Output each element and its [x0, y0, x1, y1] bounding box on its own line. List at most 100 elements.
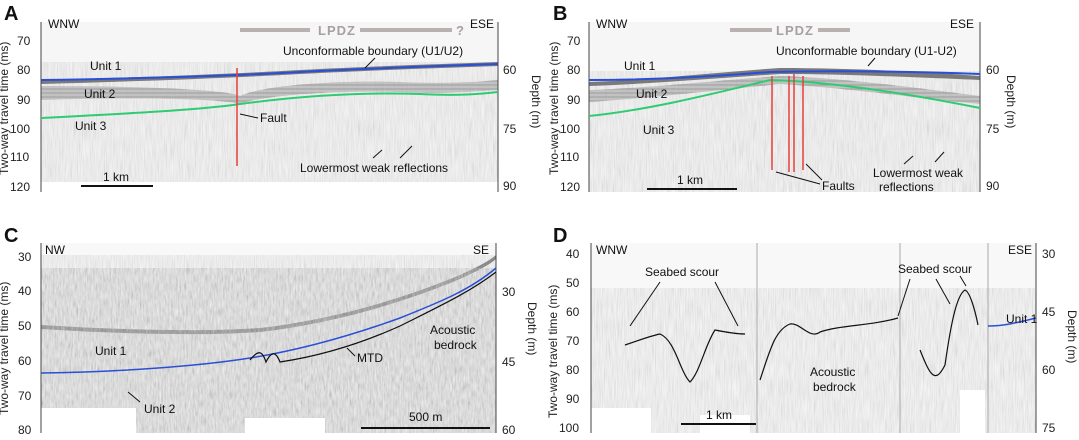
panel-d-right-dir: ESE — [1008, 243, 1032, 257]
panel-d-scour-1-arrow-b — [714, 281, 739, 327]
panel-d-scale-bar: 1 km — [706, 408, 732, 422]
panel-c-tick: 30 — [18, 250, 32, 264]
panel-d-reflector-3 — [919, 289, 979, 377]
panel-c-right-dir: SE — [473, 243, 489, 257]
panel-d-left-ticks: 40 50 60 70 80 90 100 — [559, 247, 580, 435]
panel-d-tick: 30 — [1042, 247, 1056, 261]
panel-a-tick: 90 — [17, 93, 31, 107]
panel-c-right-ticks: 30 45 60 — [502, 285, 516, 437]
panel-a-tick: 110 — [10, 150, 29, 164]
panel-b-tick: 90 — [986, 179, 1000, 193]
panel-a-tick: 70 — [17, 34, 31, 48]
panel-c-mtd: MTD — [357, 351, 383, 365]
panel-b-left-axis-title: Two-way travel time (ms) — [547, 42, 561, 175]
panel-c-unit2-body — [41, 268, 496, 433]
panel-a: A LPDZ ? WNW ESE Unit 1 Unit 2 Unit 3 Un… — [0, 3, 543, 194]
panel-b-tick: 60 — [986, 63, 1000, 77]
panel-b-tick: 120 — [560, 180, 580, 194]
panel-c: C NW SE Unit 1 Unit 2 MTD Acoustic bedro… — [0, 225, 539, 437]
panel-b-faults-arrow-1 — [775, 171, 821, 185]
panel-a-right-ticks: 60 75 90 — [503, 63, 517, 193]
panel-d-reflector-2 — [759, 317, 899, 381]
panel-d-unit1: Unit 1 — [1006, 312, 1038, 326]
panel-d-scour-2-arrow-b — [935, 278, 951, 305]
panel-b-tick: 75 — [986, 122, 1000, 136]
panel-a-unit3: Unit 3 — [75, 119, 107, 133]
panel-b-sediment — [589, 71, 980, 192]
panel-c-unit2-label: Unit 2 — [144, 402, 176, 416]
panel-b-weak-2: reflections — [879, 180, 934, 194]
panel-b-weak-arrow-1 — [903, 155, 914, 165]
panel-c-mtd-arrow — [346, 347, 356, 357]
panel-c-tick: 80 — [18, 423, 32, 435]
panel-a-fault-arrow — [239, 113, 259, 119]
panel-c-unit1: Unit 1 — [95, 344, 127, 358]
panel-d-bedrock: bedrock — [813, 380, 857, 394]
panel-d-sediment — [591, 288, 1036, 433]
panel-d-mask-3 — [960, 390, 985, 433]
panel-d-label: D — [553, 225, 567, 247]
panel-d-scour-2-arrow-c — [959, 275, 967, 287]
panel-a-weak-arrow-1 — [372, 149, 383, 159]
panel-d-unconformity — [987, 317, 1037, 327]
panel-d-reflector-1 — [624, 329, 746, 383]
panel-a-scale-bar: 1 km — [103, 170, 129, 184]
panel-b-tick: 110 — [560, 150, 579, 164]
panel-a-unconformity — [40, 63, 499, 81]
panel-a-bottom-mask — [41, 182, 498, 192]
panel-c-tick: 50 — [18, 319, 32, 333]
panel-d-tick: 100 — [559, 421, 579, 435]
panel-d-tick: 45 — [1042, 305, 1056, 319]
panel-a-right-dir: ESE — [470, 17, 494, 31]
panel-a-tick: 60 — [503, 63, 517, 77]
panel-d-tick: 70 — [566, 334, 580, 348]
panel-b: B LPDZ WNW ESE Unit 1 Unit 2 Unit 3 Unco… — [547, 3, 1018, 194]
panel-a-left-dir: WNW — [48, 17, 80, 31]
panel-a-unconformity-label: Unconformable boundary (U1/U2) — [283, 44, 463, 58]
panel-b-unconformity-label: Unconformable boundary (U1-U2) — [776, 44, 957, 58]
panel-a-left-axis-title: Two-way travel time (ms) — [0, 42, 11, 175]
panel-d-acoustic: Acoustic — [810, 365, 855, 379]
panel-a-weak-reflections: Lowermost weak reflections — [300, 161, 448, 175]
panel-c-left-axis-title: Two-way travel time (ms) — [0, 282, 11, 415]
panel-a-unconformity-arrow — [364, 57, 376, 69]
panel-b-right-axis-title: Depth (m) — [1004, 75, 1018, 128]
panel-b-left-dir: WNW — [596, 17, 628, 31]
panel-c-tick: 60 — [502, 423, 516, 435]
panel-c-tick: 45 — [502, 355, 516, 369]
panel-c-right-axis-title: Depth (m) — [525, 302, 539, 355]
panel-c-mtd-base — [249, 271, 497, 364]
panel-d: D WNW ESE Seabed scour Seabed scour Acou… — [546, 225, 1079, 435]
panel-c-tick: 30 — [502, 285, 516, 299]
panel-d-scour-1: Seabed scour — [645, 265, 719, 279]
panel-a-tick: 75 — [503, 122, 517, 136]
panel-a-unit-base — [40, 91, 499, 119]
panel-b-unit2 — [589, 76, 980, 104]
panel-d-scour-1-arrow-a — [629, 281, 661, 327]
panel-a-unit2 — [41, 80, 498, 104]
panel-b-unconformity — [588, 70, 981, 81]
panel-b-faults-label: Faults — [822, 179, 855, 193]
panel-d-left-axis-title: Two-way travel time (ms) — [546, 285, 560, 418]
panel-c-unconformity — [40, 267, 497, 374]
panel-c-bedrock: bedrock — [434, 338, 478, 352]
panel-a-tick: 80 — [17, 63, 31, 77]
panel-d-tick: 60 — [566, 305, 580, 319]
panel-d-tick: 40 — [566, 247, 580, 261]
panel-b-tick: 80 — [567, 63, 581, 77]
panel-b-label: B — [553, 3, 567, 25]
panel-c-acoustic: Acoustic — [430, 323, 475, 337]
panel-c-mask-2 — [245, 418, 325, 433]
panel-b-scale-bar: 1 km — [677, 173, 703, 187]
panel-b-tick: 70 — [567, 34, 581, 48]
panel-c-tick: 40 — [18, 284, 32, 298]
panel-d-scour-2-arrow-a — [897, 278, 911, 317]
panel-a-tick: 90 — [503, 179, 517, 193]
panel-c-tick: 60 — [18, 354, 32, 368]
panel-a-question: ? — [456, 23, 465, 38]
panel-b-unconformity-arrow — [867, 57, 876, 67]
panel-d-right-axis-title: Depth (m) — [1065, 310, 1079, 363]
panel-d-right-ticks: 30 45 60 75 — [1042, 247, 1056, 435]
panel-b-weak-arrow-2 — [934, 151, 945, 163]
